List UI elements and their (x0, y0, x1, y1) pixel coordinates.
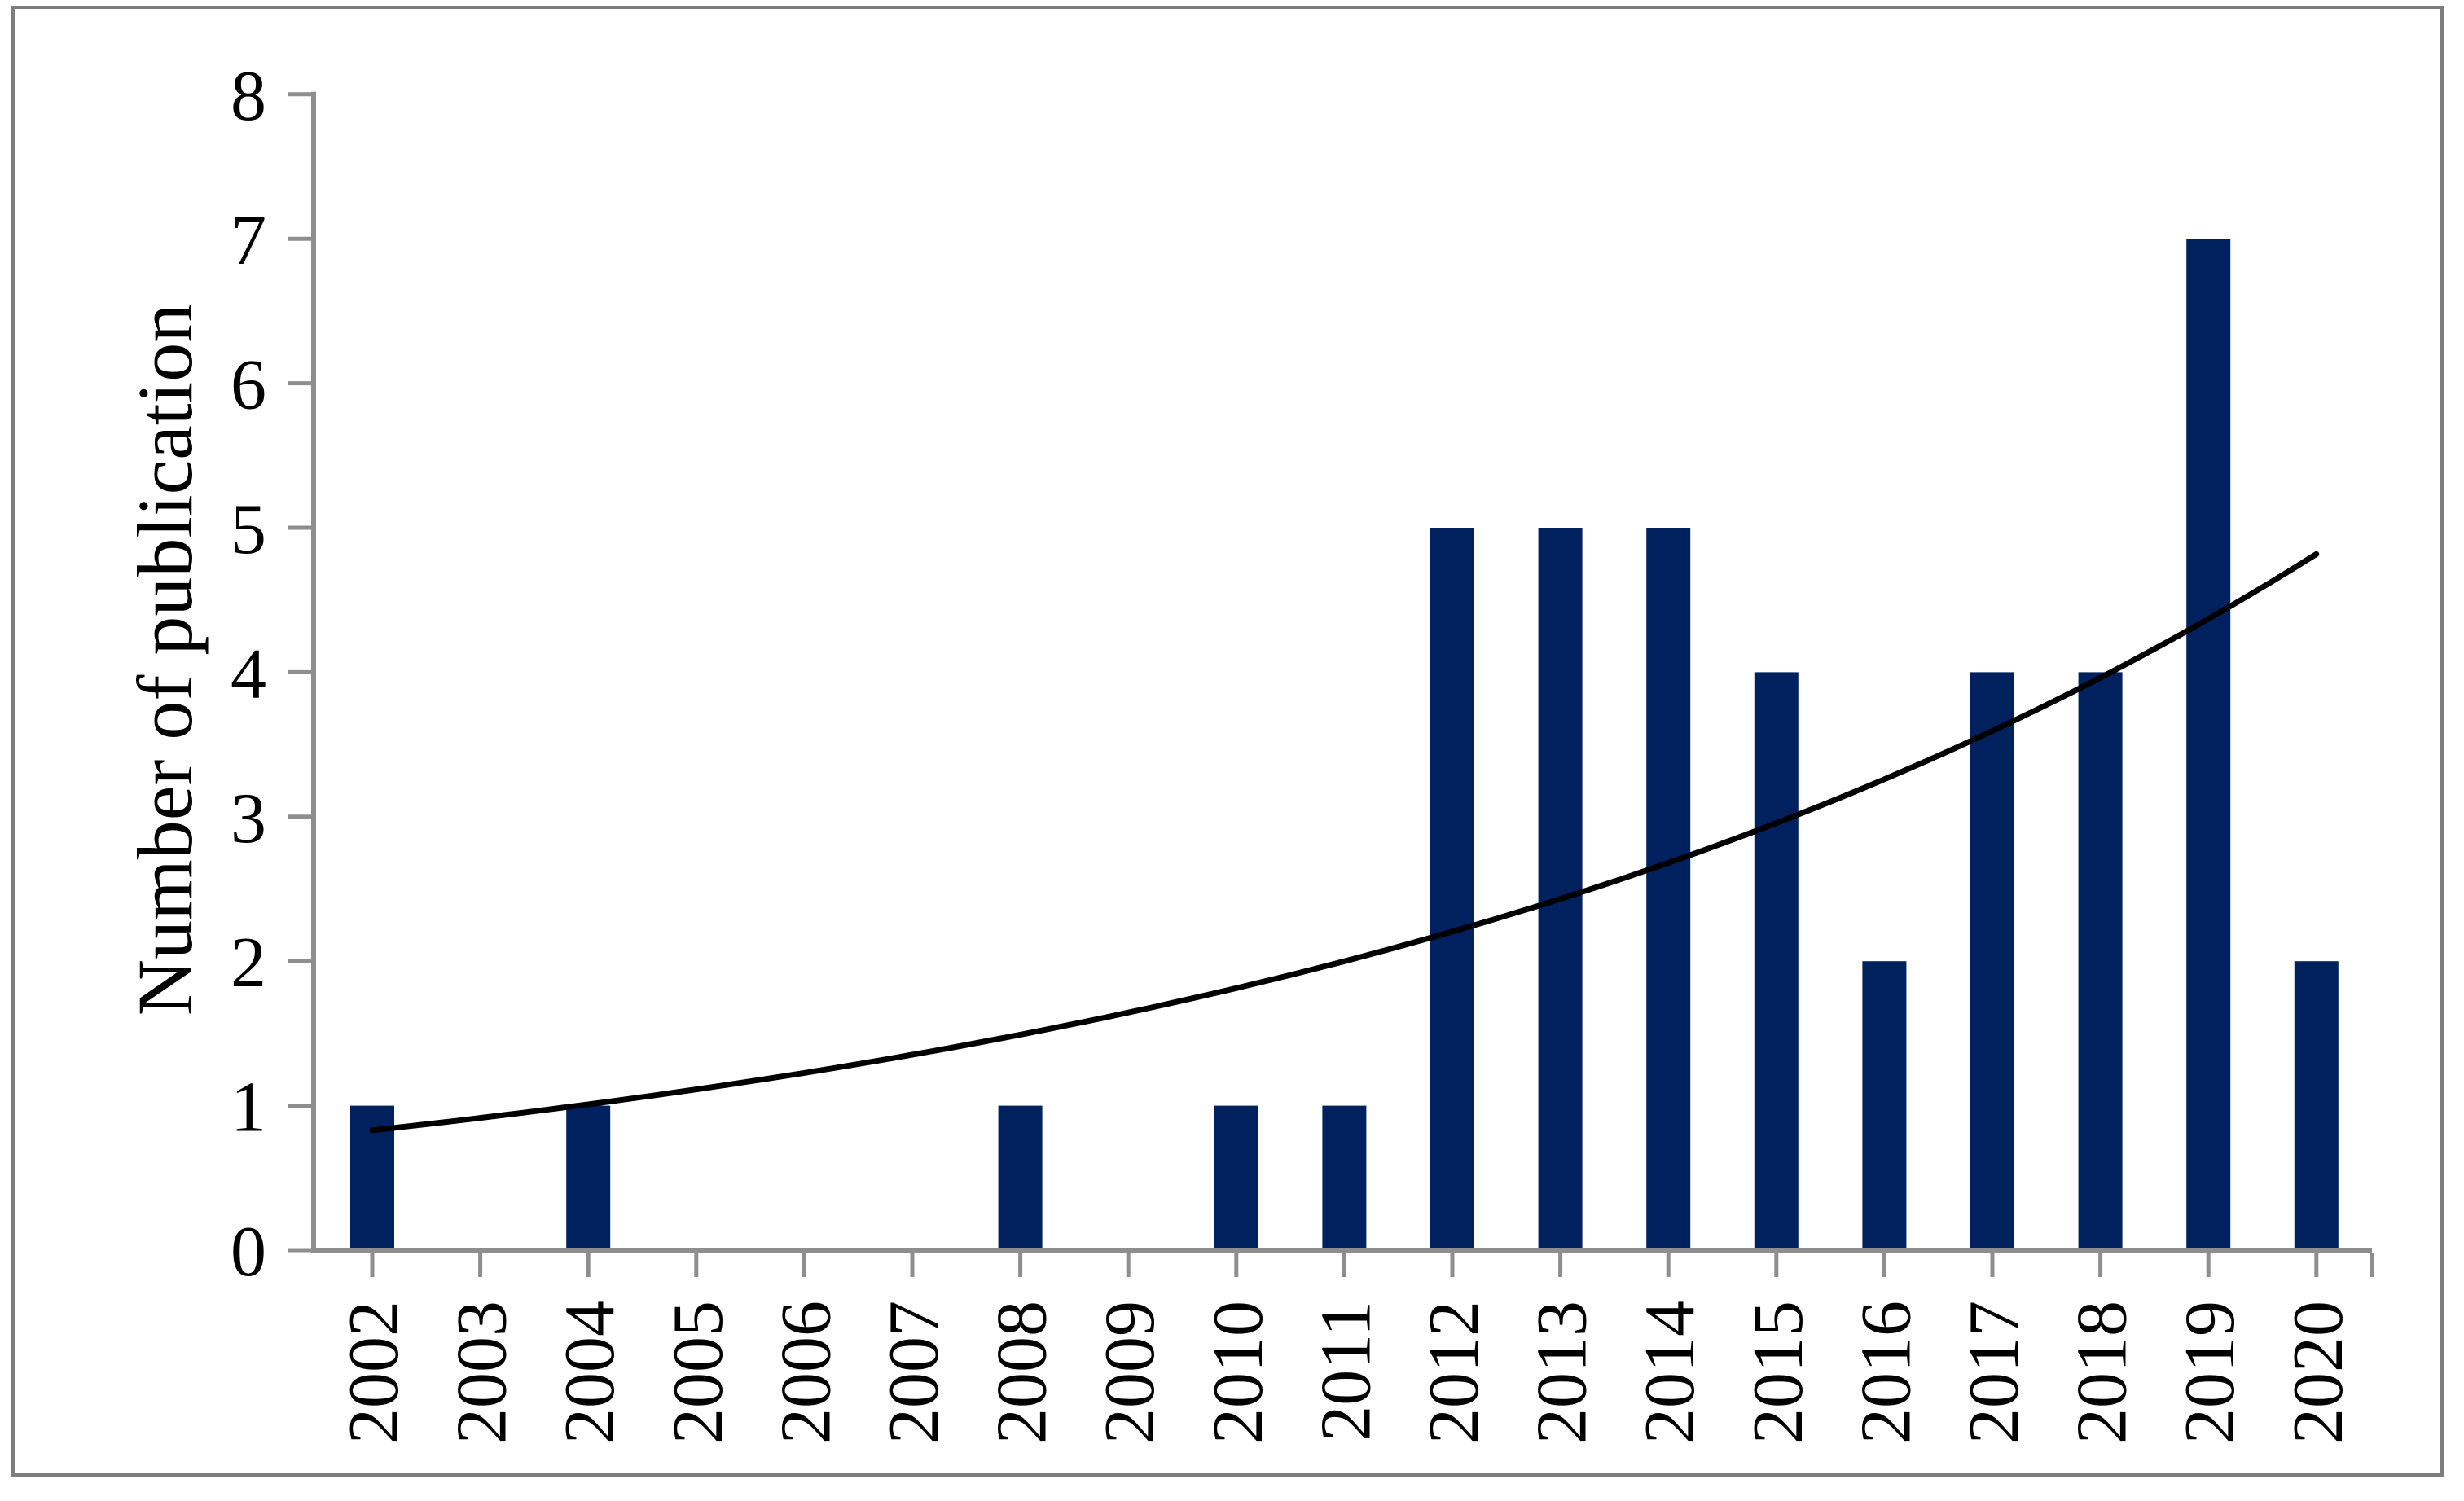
bar-2017 (1970, 672, 2014, 1250)
x-year-label-2019: 2019 (2171, 1301, 2250, 1444)
x-label-group-2007: 2007 (875, 1301, 954, 1444)
x-label-group-2011: 2011 (1307, 1301, 1386, 1442)
x-label-group-2005: 2005 (659, 1301, 738, 1444)
bar-2011 (1322, 1105, 1367, 1250)
x-year-label-2006: 2006 (766, 1301, 845, 1444)
x-label-group-2010: 2010 (1199, 1301, 1278, 1444)
trendline-curve (369, 551, 2320, 1134)
x-year-label-2010: 2010 (1199, 1301, 1278, 1444)
bar-2018 (2078, 672, 2123, 1250)
x-label-group-2009: 2009 (1091, 1301, 1170, 1444)
y-tick-label-0: 0 (231, 1213, 266, 1292)
x-label-group-2008: 2008 (983, 1301, 1062, 1444)
x-year-label-2011: 2011 (1307, 1301, 1386, 1442)
bar-2013 (1538, 528, 1583, 1250)
bar-2008 (998, 1105, 1043, 1250)
x-year-label-2008: 2008 (983, 1301, 1062, 1444)
y-tick-label-5: 5 (231, 490, 266, 569)
x-label-group-2014: 2014 (1631, 1301, 1710, 1444)
x-label-group-2006: 2006 (766, 1301, 845, 1444)
figure-border (11, 6, 2444, 1477)
x-label-group-2017: 2017 (1955, 1301, 2034, 1444)
bar-2010 (1214, 1105, 1258, 1250)
x-label-group-2015: 2015 (1739, 1301, 1818, 1444)
x-year-label-2007: 2007 (875, 1301, 954, 1444)
x-label-group-2020: 2020 (2279, 1301, 2358, 1444)
y-tick-label-8: 8 (231, 57, 266, 136)
x-year-label-2005: 2005 (659, 1301, 738, 1444)
y-tick-label-4: 4 (231, 634, 266, 713)
x-year-label-2004: 2004 (551, 1301, 630, 1444)
bar-2012 (1430, 528, 1474, 1250)
bar-2020 (2294, 961, 2339, 1250)
x-year-label-2014: 2014 (1631, 1301, 1710, 1444)
bar-2015 (1754, 672, 1799, 1250)
x-year-label-2003: 2003 (443, 1301, 522, 1444)
y-axis-title-group: Number of publication (121, 304, 209, 1016)
y-tick-label-3: 3 (231, 779, 266, 858)
x-year-label-2013: 2013 (1523, 1301, 1602, 1444)
bar-2004 (566, 1105, 611, 1250)
bar-2016 (1862, 961, 1907, 1250)
y-tick-label-7: 7 (231, 201, 266, 280)
x-label-group-2019: 2019 (2171, 1301, 2250, 1444)
y-axis-title: Number of publication (121, 304, 209, 1016)
x-year-label-2020: 2020 (2279, 1301, 2358, 1444)
bar-2019 (2186, 239, 2231, 1251)
x-label-group-2016: 2016 (1847, 1301, 1926, 1444)
x-label-group-2012: 2012 (1415, 1301, 1494, 1444)
x-label-group-2003: 2003 (443, 1301, 522, 1444)
x-year-label-2015: 2015 (1739, 1301, 1818, 1444)
x-label-group-2013: 2013 (1523, 1301, 1602, 1444)
y-tick-label-1: 1 (231, 1069, 266, 1148)
bar-2014 (1646, 528, 1691, 1250)
x-year-label-2017: 2017 (1955, 1301, 2034, 1444)
y-tick-label-6: 6 (231, 346, 266, 425)
x-year-label-2016: 2016 (1847, 1301, 1926, 1444)
x-year-label-2009: 2009 (1091, 1301, 1170, 1444)
x-year-label-2018: 2018 (2063, 1301, 2142, 1444)
x-year-label-2012: 2012 (1415, 1301, 1494, 1444)
x-label-group-2018: 2018 (2063, 1301, 2142, 1444)
x-year-label-2002: 2002 (335, 1301, 414, 1444)
y-tick-label-2: 2 (231, 924, 266, 1003)
x-label-group-2004: 2004 (551, 1301, 630, 1444)
x-label-group-2002: 2002 (335, 1301, 414, 1444)
